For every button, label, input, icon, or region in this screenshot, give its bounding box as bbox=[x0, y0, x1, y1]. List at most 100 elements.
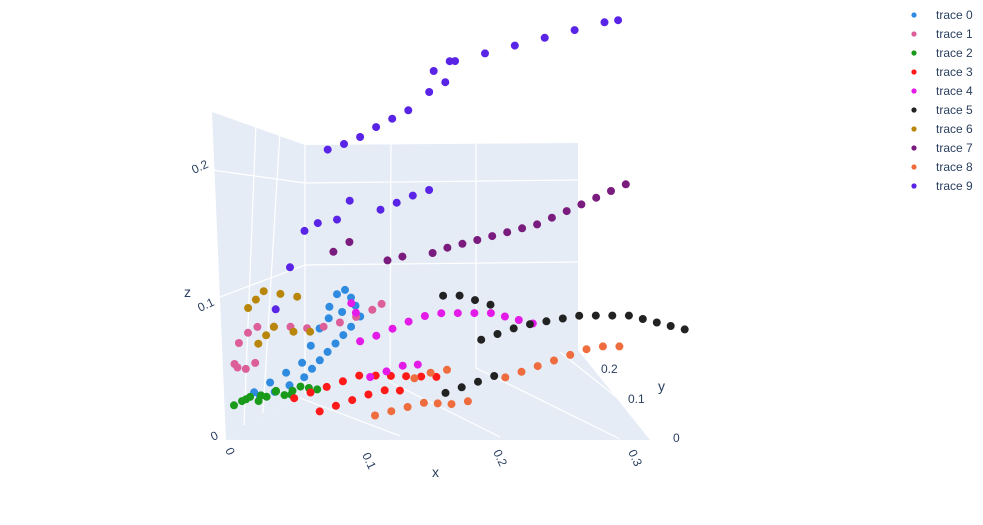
data-point bbox=[306, 388, 315, 397]
data-point bbox=[503, 228, 512, 237]
series-7 bbox=[329, 180, 630, 265]
legend-item[interactable]: trace 5 bbox=[911, 103, 973, 117]
data-point bbox=[372, 123, 381, 132]
data-point bbox=[380, 386, 389, 395]
data-point bbox=[347, 322, 356, 331]
legend-label: trace 7 bbox=[936, 141, 973, 155]
grid-line bbox=[475, 367, 621, 440]
data-point bbox=[432, 372, 441, 381]
data-point bbox=[533, 362, 542, 371]
series-6 bbox=[244, 287, 315, 348]
grid-line bbox=[299, 397, 401, 437]
data-point bbox=[387, 407, 396, 416]
data-point bbox=[566, 350, 575, 359]
legend-item[interactable]: trace 4 bbox=[911, 84, 973, 98]
series-8 bbox=[371, 342, 624, 420]
data-point bbox=[368, 305, 377, 314]
legend-item[interactable]: trace 6 bbox=[911, 122, 973, 136]
data-point bbox=[514, 316, 523, 324]
data-point bbox=[607, 187, 615, 195]
data-point bbox=[493, 330, 502, 338]
legend-label: trace 4 bbox=[936, 84, 973, 98]
data-point bbox=[366, 373, 375, 381]
data-point bbox=[306, 327, 315, 336]
y-axis-title: y bbox=[658, 378, 665, 394]
legend[interactable]: trace 0 trace 1 trace 2 trace 3 trace 4 trace… bbox=[911, 8, 973, 193]
data-point bbox=[290, 394, 299, 403]
data-point bbox=[445, 57, 454, 66]
data-point bbox=[510, 41, 519, 50]
data-point bbox=[395, 386, 404, 395]
data-point bbox=[470, 309, 479, 318]
data-point bbox=[441, 78, 450, 87]
data-point bbox=[398, 361, 407, 370]
data-point bbox=[517, 367, 526, 376]
data-point bbox=[666, 322, 675, 330]
data-point bbox=[501, 373, 510, 382]
data-point bbox=[289, 327, 298, 336]
data-point bbox=[351, 308, 360, 317]
legend-item[interactable]: trace 9 bbox=[911, 179, 973, 193]
data-point bbox=[398, 252, 407, 261]
data-point bbox=[244, 304, 253, 312]
x-tick-label: 0 bbox=[222, 445, 238, 457]
data-point bbox=[329, 247, 338, 256]
data-point bbox=[234, 339, 243, 347]
z-tick-label: 0.1 bbox=[195, 295, 216, 315]
data-point bbox=[233, 363, 242, 372]
legend-marker bbox=[911, 107, 917, 113]
data-point bbox=[244, 328, 252, 337]
legend-marker bbox=[911, 145, 917, 151]
data-point bbox=[558, 314, 567, 323]
legend-item[interactable]: trace 3 bbox=[911, 65, 973, 79]
data-point bbox=[388, 114, 397, 123]
data-point bbox=[477, 335, 486, 344]
legend-marker bbox=[911, 31, 917, 37]
data-point bbox=[383, 256, 392, 265]
series-4 bbox=[347, 299, 537, 381]
data-point bbox=[624, 311, 633, 320]
grid-line bbox=[304, 261, 579, 266]
legend-marker bbox=[911, 164, 917, 170]
data-point bbox=[315, 356, 324, 365]
data-point bbox=[652, 318, 661, 327]
data-point bbox=[253, 322, 262, 331]
data-point bbox=[372, 331, 381, 340]
scene-points bbox=[230, 16, 689, 420]
left-wall bbox=[212, 112, 305, 440]
legend-marker bbox=[911, 12, 917, 18]
legend-item[interactable]: trace 2 bbox=[911, 46, 973, 60]
legend-item[interactable]: trace 1 bbox=[911, 27, 973, 41]
data-point bbox=[251, 358, 260, 367]
data-point bbox=[308, 364, 316, 373]
x-axis-title: x bbox=[432, 464, 439, 480]
data-point bbox=[324, 314, 333, 323]
legend-item[interactable]: trace 0 bbox=[911, 8, 973, 22]
data-point bbox=[345, 238, 354, 246]
legend-item[interactable]: trace 8 bbox=[911, 160, 973, 174]
data-point bbox=[419, 398, 428, 407]
data-point bbox=[315, 407, 324, 416]
data-point bbox=[473, 236, 482, 244]
data-point bbox=[490, 372, 499, 380]
grid-line bbox=[389, 381, 501, 438]
data-point bbox=[364, 390, 373, 399]
legend-item[interactable]: trace 7 bbox=[911, 141, 973, 155]
data-point bbox=[458, 239, 467, 248]
data-point bbox=[313, 385, 322, 394]
data-point bbox=[388, 324, 397, 333]
data-point bbox=[550, 356, 558, 365]
data-point bbox=[488, 232, 497, 241]
data-point bbox=[592, 193, 601, 202]
data-point bbox=[463, 397, 472, 406]
legend-label: trace 3 bbox=[936, 65, 973, 79]
data-point bbox=[443, 243, 452, 252]
data-point bbox=[486, 309, 495, 318]
data-point bbox=[286, 263, 294, 272]
data-point bbox=[306, 341, 315, 350]
data-point bbox=[293, 292, 302, 301]
data-point bbox=[441, 388, 450, 397]
data-point bbox=[410, 374, 419, 383]
data-point bbox=[453, 309, 462, 318]
